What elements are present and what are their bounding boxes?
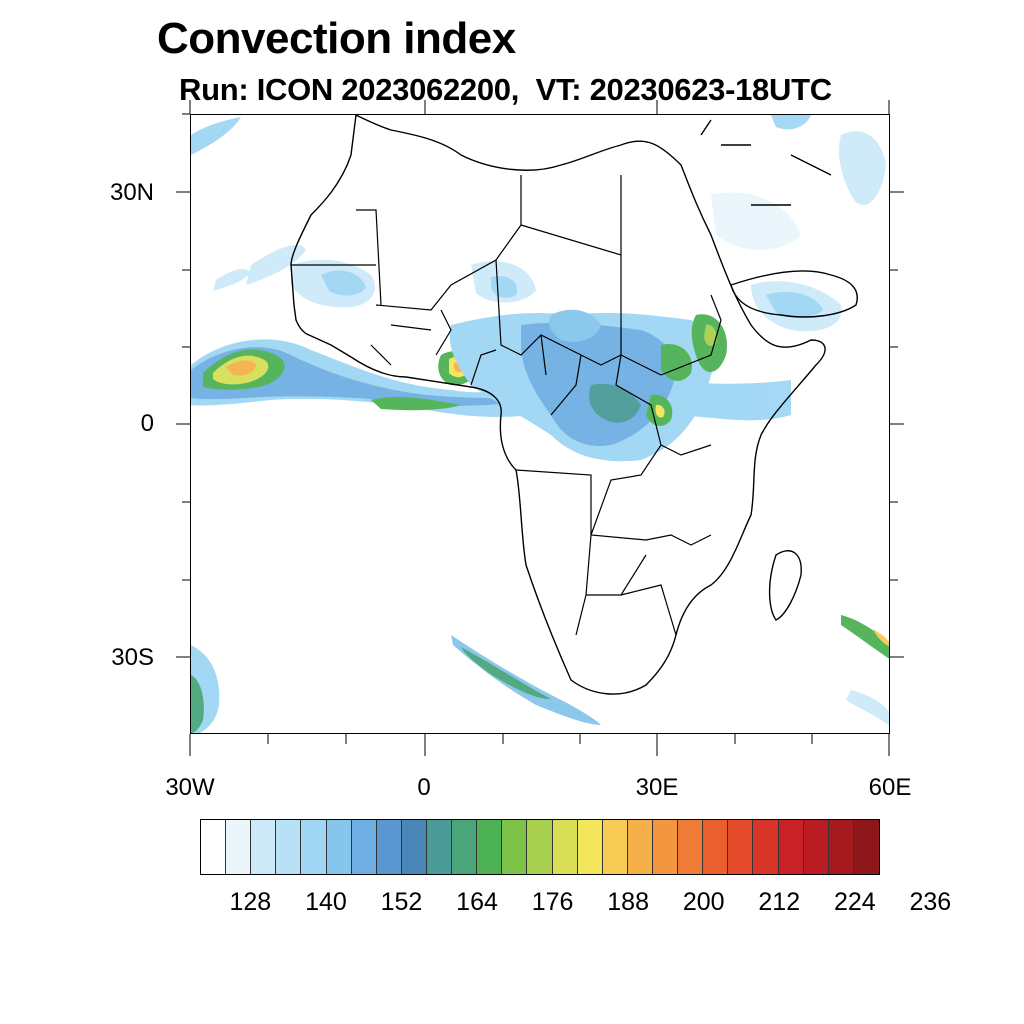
colorbar-tick-label: 140 <box>305 888 347 916</box>
colorbar-cell <box>477 820 503 874</box>
colorbar-cell <box>678 820 704 874</box>
colorbar-tick-label: 128 <box>229 888 272 916</box>
colorbar-cell <box>276 820 302 874</box>
colorbar-cell <box>226 820 252 874</box>
colorbar-cell <box>577 820 603 874</box>
lon-label-0: 0 <box>417 774 431 801</box>
axis-ticks <box>176 100 904 756</box>
colorbar-tick-label: 212 <box>758 888 801 916</box>
colorbar <box>200 819 880 875</box>
colorbar-cell <box>803 820 829 874</box>
map-svg <box>191 115 889 733</box>
lon-label-30w: 30W <box>165 774 215 801</box>
lon-label-60e: 60E <box>868 774 912 801</box>
colorbar-cell <box>828 820 854 874</box>
colorbar-cell <box>652 820 679 874</box>
map-panel <box>190 114 890 734</box>
colorbar-cell <box>426 820 453 874</box>
chart-title: Convection index <box>157 14 516 63</box>
convection-field <box>191 115 889 733</box>
colorbar-cell <box>552 820 578 874</box>
colorbar-cell <box>703 820 729 874</box>
lat-label-0: 0 <box>140 410 154 437</box>
colorbar-cell <box>401 820 427 874</box>
colorbar-cell <box>326 820 352 874</box>
colorbar-cell <box>452 820 478 874</box>
colorbar-cell <box>376 820 402 874</box>
colorbar-tick-label: 224 <box>833 888 876 916</box>
colorbar-tick-label: 152 <box>380 888 423 916</box>
colorbar-tick-label: 188 <box>607 888 649 916</box>
colorbar-cell <box>251 820 277 874</box>
colorbar-cell <box>502 820 528 874</box>
colorbar-cell <box>627 820 653 874</box>
colorbar-cell <box>527 820 553 874</box>
lat-label-30n: 30N <box>109 179 154 206</box>
colorbar-cell <box>201 820 227 874</box>
coastline <box>290 115 858 695</box>
colorbar-tick-label: 164 <box>456 888 498 916</box>
colorbar-cell <box>753 820 779 874</box>
lon-label-30e: 30E <box>635 774 679 801</box>
lat-label-30s: 30S <box>111 644 154 671</box>
colorbar-cell <box>853 820 879 874</box>
colorbar-cell <box>301 820 327 874</box>
colorbar-cell <box>602 820 628 874</box>
colorbar-cell <box>351 820 377 874</box>
colorbar-tick-label: 200 <box>682 888 725 916</box>
colorbar-tick-label: 236 <box>909 888 952 916</box>
colorbar-tick-label: 176 <box>531 888 574 916</box>
chart-subtitle: Run: ICON 2023062200, VT: 20230623-18UTC <box>179 72 832 107</box>
colorbar-cell <box>728 820 754 874</box>
colorbar-cell <box>778 820 804 874</box>
country-borders <box>291 175 722 636</box>
